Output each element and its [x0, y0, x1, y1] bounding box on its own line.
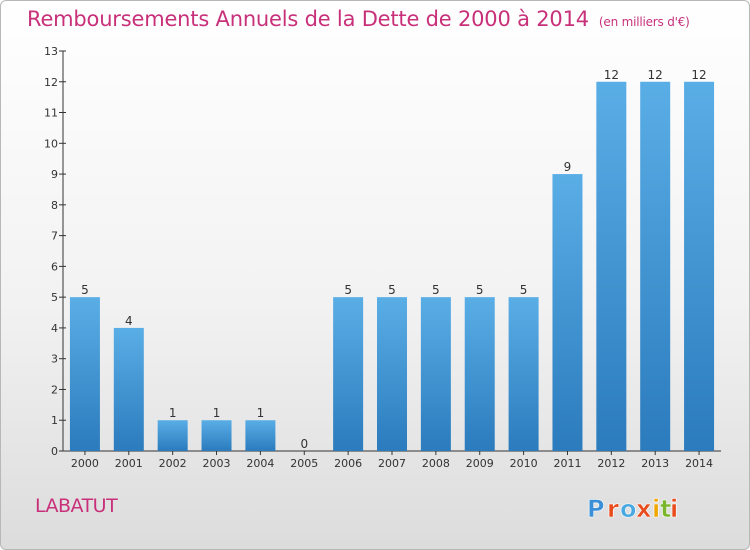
bar [113, 327, 144, 451]
x-tick-label: 2010 [510, 457, 538, 470]
y-tick-label: 9 [51, 168, 58, 181]
x-tick-label: 2012 [597, 457, 625, 470]
bar-value-label: 1 [213, 406, 221, 420]
y-tick-label: 13 [44, 45, 58, 58]
bar [377, 297, 407, 451]
bar-value-label: 1 [169, 406, 177, 420]
x-tick-label: 2014 [685, 457, 713, 470]
bar-value-label: 12 [604, 68, 619, 82]
y-tick-label: 11 [44, 107, 58, 120]
bar-value-label: 4 [125, 314, 133, 328]
bar-value-label: 12 [691, 68, 706, 82]
bar-value-label: 5 [388, 283, 396, 297]
x-tick-label: 2008 [422, 457, 450, 470]
bar [464, 297, 495, 451]
logo-letter: t [660, 495, 671, 523]
logo-letter: r [607, 495, 619, 523]
y-tick-label: 3 [51, 353, 58, 366]
y-tick-label: 7 [51, 230, 58, 243]
bar [596, 81, 627, 452]
bar [157, 420, 188, 451]
bar [201, 420, 232, 451]
logo-letter: x [636, 495, 652, 523]
chart-unit: (en milliers d'€) [598, 15, 690, 29]
logo-letter: i [670, 495, 678, 523]
bar-value-label: 12 [648, 68, 663, 82]
commune-name: LABATUT [35, 495, 118, 517]
bar [245, 420, 276, 451]
bar [69, 297, 100, 451]
x-tick-label: 2001 [115, 457, 143, 470]
bar-value-label: 5 [81, 283, 89, 297]
x-tick-label: 2006 [334, 457, 362, 470]
logo-letter: o [620, 495, 637, 523]
chart-data-labels: 5 4 1 1 1 0 5 5 5 5 5 9 12 12 12 [81, 68, 707, 451]
bar-value-label: 5 [344, 283, 352, 297]
x-tick-label: 2002 [159, 457, 187, 470]
bar-value-label: 5 [520, 283, 528, 297]
chart-title: Remboursements Annuels de la Dette de 20… [27, 7, 690, 31]
logo-letter: P [587, 495, 605, 523]
bar-value-label: 9 [564, 160, 572, 174]
x-tick-label: 2009 [466, 457, 494, 470]
y-tick-label: 4 [51, 322, 58, 335]
x-tick-label: 2000 [71, 457, 99, 470]
y-tick-label: 10 [44, 137, 58, 150]
chart-bars [69, 81, 715, 452]
bar [333, 297, 364, 451]
x-tick-label: 2004 [246, 457, 274, 470]
y-tick-label: 6 [51, 260, 58, 273]
bar [640, 81, 671, 452]
y-tick-label: 5 [51, 291, 58, 304]
bar [508, 297, 539, 451]
bar-value-label: 5 [476, 283, 484, 297]
bar [684, 81, 715, 452]
x-tick-label: 2007 [378, 457, 406, 470]
y-tick-label: 12 [44, 76, 58, 89]
x-tick-label: 2003 [203, 457, 231, 470]
bar-value-label: 5 [432, 283, 440, 297]
y-tick-label: 1 [51, 414, 58, 427]
y-tick-label: 8 [51, 199, 58, 212]
bar-value-label: 0 [300, 437, 308, 451]
chart-title-text: Remboursements Annuels de la Dette de 20… [27, 7, 589, 31]
y-tick-label: 2 [51, 383, 58, 396]
x-tick-label: 2011 [553, 457, 581, 470]
y-tick-label: 0 [51, 445, 58, 458]
bar-value-label: 1 [257, 406, 265, 420]
x-tick-label: 2013 [641, 457, 669, 470]
bar [420, 297, 451, 451]
bar [552, 174, 583, 452]
logo-letter: i [652, 495, 660, 523]
x-tick-label: 2005 [290, 457, 318, 470]
